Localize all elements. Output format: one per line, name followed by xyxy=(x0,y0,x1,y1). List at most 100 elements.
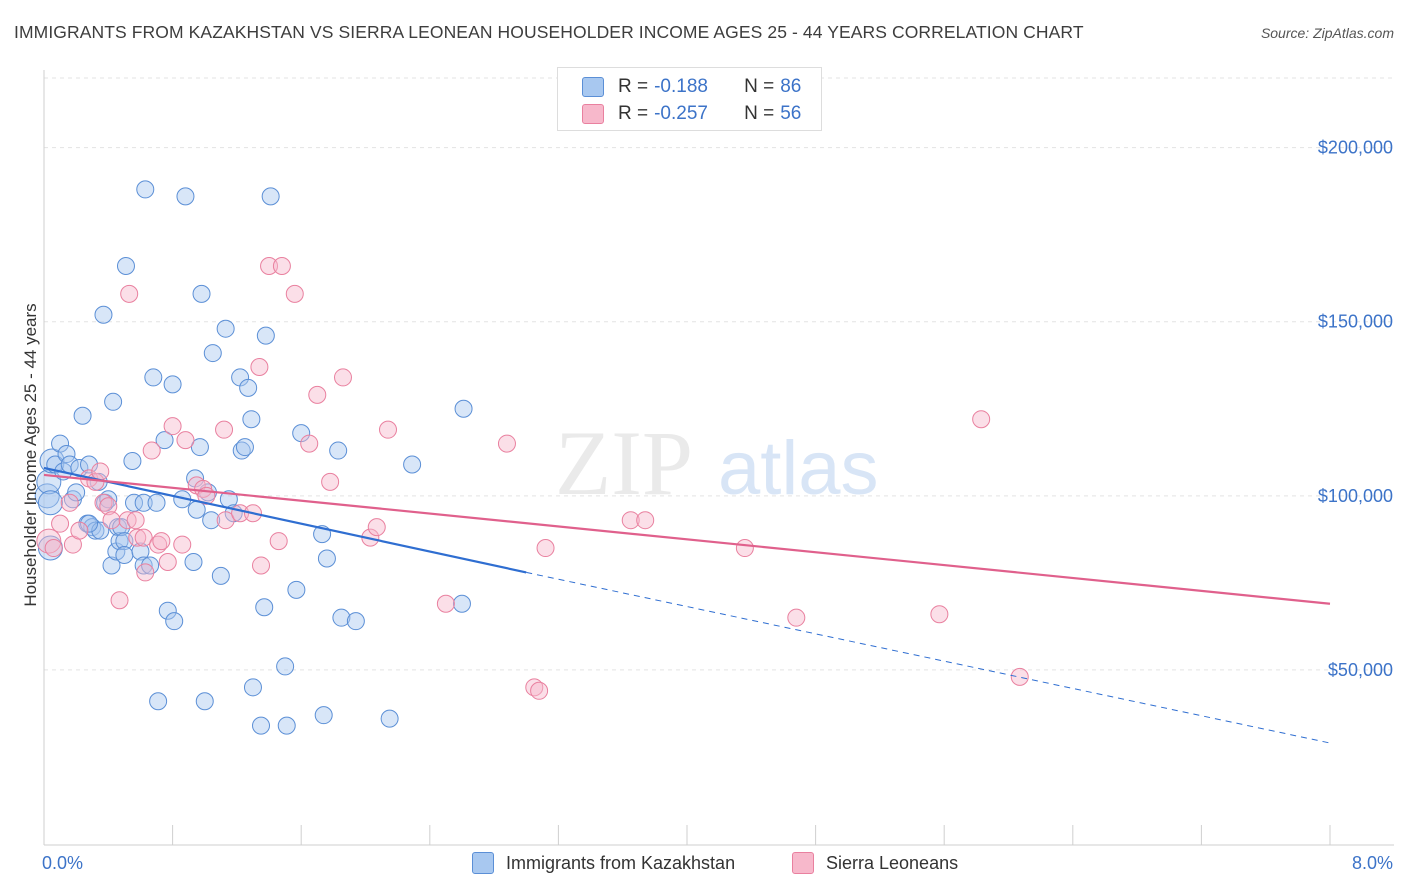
kazakhstan-point xyxy=(99,490,118,509)
sierra-point xyxy=(216,511,235,530)
kazakhstan-point xyxy=(287,580,306,599)
kazakhstan-point xyxy=(454,399,473,418)
kazakhstan-point xyxy=(165,612,184,631)
kazakhstan-point xyxy=(314,706,333,725)
trend-lines xyxy=(43,466,1331,744)
kazakhstan-point xyxy=(380,709,399,728)
watermark-atlas: atlas xyxy=(718,426,879,511)
kazakhstan-point xyxy=(80,514,99,533)
sierra-point xyxy=(530,681,549,700)
kazakhstan-point xyxy=(112,518,131,537)
kazakhstan-point xyxy=(147,493,166,512)
y-axis-label: Householder Income Ages 25 - 44 years xyxy=(21,303,40,606)
sierra-point xyxy=(176,431,195,450)
kazakhstan-point xyxy=(211,566,230,585)
sierra-point xyxy=(1010,667,1029,686)
x-tick-label: 8.0% xyxy=(1352,853,1393,873)
sierra-point xyxy=(91,462,110,481)
sierra-point xyxy=(252,556,271,575)
kazakhstan-point xyxy=(144,368,163,387)
sierra-point xyxy=(621,511,640,530)
sierra-point xyxy=(300,434,319,453)
legend-r-value: -0.188 xyxy=(654,76,708,97)
sierra-point xyxy=(158,552,177,571)
sierra-point xyxy=(436,594,455,613)
sierra-point xyxy=(99,497,118,516)
sierra-point xyxy=(142,441,161,460)
y-tick-label: $50,000 xyxy=(1328,660,1393,680)
bottom-legend-item-kazakhstan: Immigrants from Kazakhstan xyxy=(472,852,735,874)
sierra-point xyxy=(308,385,327,404)
kazakhstan-point xyxy=(329,441,348,460)
sierra-point xyxy=(134,528,153,547)
kazakhstan-point xyxy=(216,319,235,338)
kazakhstan-point xyxy=(80,455,99,474)
sierra-point xyxy=(272,257,291,276)
kazakhstan-point xyxy=(239,378,258,397)
kazakhstan-point xyxy=(195,692,214,711)
kazakhstan-point xyxy=(346,612,365,631)
kazakhstan-point xyxy=(34,483,60,509)
legend-row-sierra: R = -0.257 N = 56 xyxy=(582,102,801,126)
sierra-point xyxy=(110,591,129,610)
kazakhstan-point xyxy=(73,406,92,425)
kazakhstan-point xyxy=(276,657,295,676)
sierra-point xyxy=(94,493,113,512)
kazakhstan-point xyxy=(155,431,174,450)
sierra-point xyxy=(44,539,63,558)
kazakhstan-point xyxy=(131,542,150,561)
kazakhstan-point xyxy=(232,441,251,460)
sierra-point xyxy=(321,472,340,491)
legend-row-kazakhstan: R = -0.188 N = 86 xyxy=(582,75,801,99)
kazakhstan-point xyxy=(261,187,280,206)
axes xyxy=(43,70,1394,846)
trend-line-sierra xyxy=(43,473,1331,605)
bottom-legend-label: Sierra Leoneans xyxy=(826,852,959,873)
kazakhstan-point xyxy=(255,598,274,617)
sierra-point xyxy=(930,605,949,624)
sierra-point xyxy=(120,284,139,303)
sierra-point xyxy=(525,678,544,697)
kazakhstan-point xyxy=(115,546,134,565)
source-label: Source: ZipAtlas.com xyxy=(1260,25,1394,41)
kazakhstan-point xyxy=(57,445,76,464)
kazakhstan-point xyxy=(163,375,182,394)
sierra-point xyxy=(136,563,155,582)
series-kazakhstan-points xyxy=(34,180,473,735)
kazakhstan-point xyxy=(91,521,110,540)
kazakhstan-point xyxy=(235,438,254,457)
sierra-point xyxy=(163,417,182,436)
kazakhstan-point xyxy=(403,455,422,474)
bottom-legend: Immigrants from Kazakhstan Sierra Leonea… xyxy=(0,852,1406,878)
kazakhstan-point xyxy=(86,521,105,540)
legend-n-label: N = xyxy=(744,76,775,97)
chart-title: IMMIGRANTS FROM KAZAKHSTAN VS SIERRA LEO… xyxy=(14,22,1084,42)
sierra-point xyxy=(152,532,171,551)
sierra-point xyxy=(787,608,806,627)
kazakhstan-point xyxy=(116,257,135,276)
kazakhstan-point xyxy=(134,493,153,512)
kazakhstan-point xyxy=(134,556,153,575)
legend-r-value: -0.257 xyxy=(654,103,708,124)
series-sierra-points xyxy=(36,257,1029,700)
sierra-point xyxy=(333,368,352,387)
kazakhstan-point xyxy=(67,483,86,502)
legend-r-label: R = xyxy=(618,103,649,124)
legend-n-value: 86 xyxy=(780,76,802,97)
sierra-point xyxy=(636,511,655,530)
sierra-point xyxy=(51,514,70,533)
watermark-zip: ZIP xyxy=(555,412,693,514)
sierra-point xyxy=(367,518,386,537)
kazakhstan-point xyxy=(332,608,351,627)
sierra-point xyxy=(250,357,269,376)
bottom-legend-label: Immigrants from Kazakhstan xyxy=(506,852,736,873)
kazakhstan-point xyxy=(277,716,296,735)
sierra-point xyxy=(215,420,234,439)
sierra-point xyxy=(269,532,288,551)
kazakhstan-point xyxy=(37,490,63,516)
legend-swatch-kazakhstan xyxy=(582,77,604,97)
sierra-point xyxy=(379,420,398,439)
bottom-legend-item-sierra: Sierra Leoneans xyxy=(792,852,958,874)
sierra-point xyxy=(60,493,79,512)
